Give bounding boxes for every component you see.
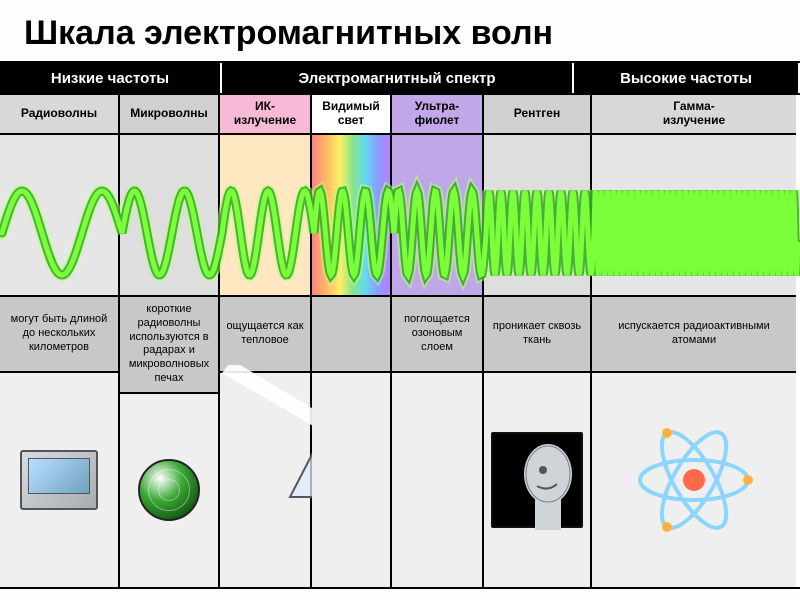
columns-container: Радиоволны могут быть длиной до нескольки… bbox=[0, 95, 800, 589]
column-illustration bbox=[592, 373, 796, 587]
column-header: Рентген bbox=[484, 95, 590, 135]
column-header: Радиоволны bbox=[0, 95, 118, 135]
column-header: Микроволны bbox=[120, 95, 218, 135]
top-labels-row: Низкие частоты Электромагнитный спектр В… bbox=[0, 63, 800, 95]
label-high-freq: Высокие частоты bbox=[574, 63, 798, 93]
column-header: Видимый свет bbox=[312, 95, 390, 135]
column-wave-bg bbox=[484, 135, 590, 295]
column-header: Ультра- фиолет bbox=[392, 95, 482, 135]
column-4: Ультра- фиолет поглощается озоновым слоем bbox=[392, 95, 484, 587]
column-0: Радиоволны могут быть длиной до нескольки… bbox=[0, 95, 120, 587]
column-5: Рентген проникает сквозь ткань bbox=[484, 95, 592, 587]
column-illustration bbox=[392, 373, 482, 587]
page-title: Шкала электромагнитных волн bbox=[0, 0, 800, 61]
column-header: ИК- излучение bbox=[220, 95, 310, 135]
column-wave-bg bbox=[120, 135, 218, 295]
column-1: Микроволны короткие радиоволны используют… bbox=[120, 95, 220, 587]
label-low-freq: Низкие частоты bbox=[0, 63, 222, 93]
radar-icon bbox=[138, 459, 200, 521]
column-wave-bg bbox=[0, 135, 118, 295]
column-illustration bbox=[120, 394, 218, 588]
column-description: короткие радиоволны используются в радар… bbox=[120, 295, 218, 394]
column-description: ощущается как тепловое bbox=[220, 295, 310, 373]
column-wave-bg bbox=[312, 135, 390, 295]
column-wave-bg bbox=[392, 135, 482, 295]
column-illustration bbox=[0, 373, 118, 587]
column-description: проникает сквозь ткань bbox=[484, 295, 590, 373]
column-description bbox=[312, 295, 390, 373]
tv-icon bbox=[20, 450, 98, 510]
column-description: поглощается озоновым слоем bbox=[392, 295, 482, 373]
column-illustration bbox=[484, 373, 590, 587]
atom-icon bbox=[624, 415, 764, 545]
spectrum-chart: Низкие частоты Электромагнитный спектр В… bbox=[0, 61, 800, 591]
column-3: Видимый свет bbox=[312, 95, 392, 587]
xray-icon bbox=[491, 432, 583, 528]
column-description: испускается радиоактивными атомами bbox=[592, 295, 796, 373]
column-description: могут быть длиной до нескольких километр… bbox=[0, 295, 118, 373]
column-wave-bg bbox=[220, 135, 310, 295]
column-6: Гамма- излучение испускается радиоактивны… bbox=[592, 95, 796, 587]
column-header: Гамма- излучение bbox=[592, 95, 796, 135]
label-spectrum: Электромагнитный спектр bbox=[222, 63, 574, 93]
column-illustration bbox=[220, 373, 310, 587]
column-illustration bbox=[312, 373, 390, 587]
column-2: ИК- излучение ощущается как тепловое bbox=[220, 95, 312, 587]
column-wave-bg bbox=[592, 135, 796, 295]
